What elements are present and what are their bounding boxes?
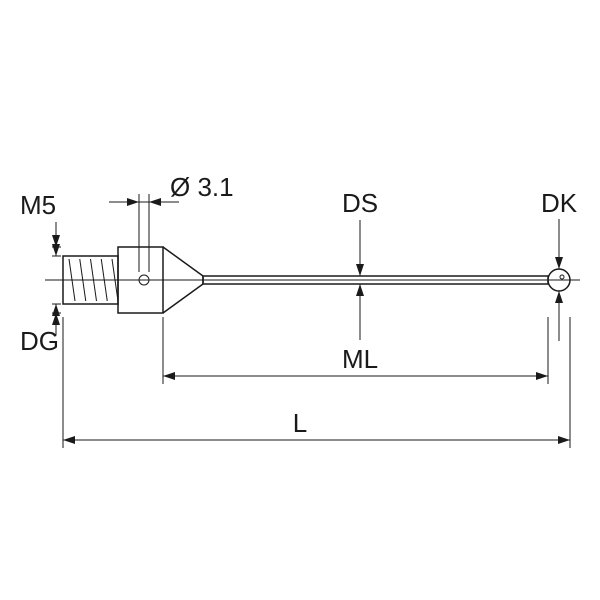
dim-socket-dia: Ø 3.1 bbox=[170, 172, 234, 202]
dim-M5: M5 bbox=[20, 190, 56, 220]
dim-ML: ML bbox=[342, 344, 378, 374]
dim-DK: DK bbox=[541, 188, 578, 218]
dim-L: L bbox=[293, 408, 307, 438]
dim-DS: DS bbox=[342, 188, 378, 218]
dim-DG: DG bbox=[20, 326, 59, 356]
